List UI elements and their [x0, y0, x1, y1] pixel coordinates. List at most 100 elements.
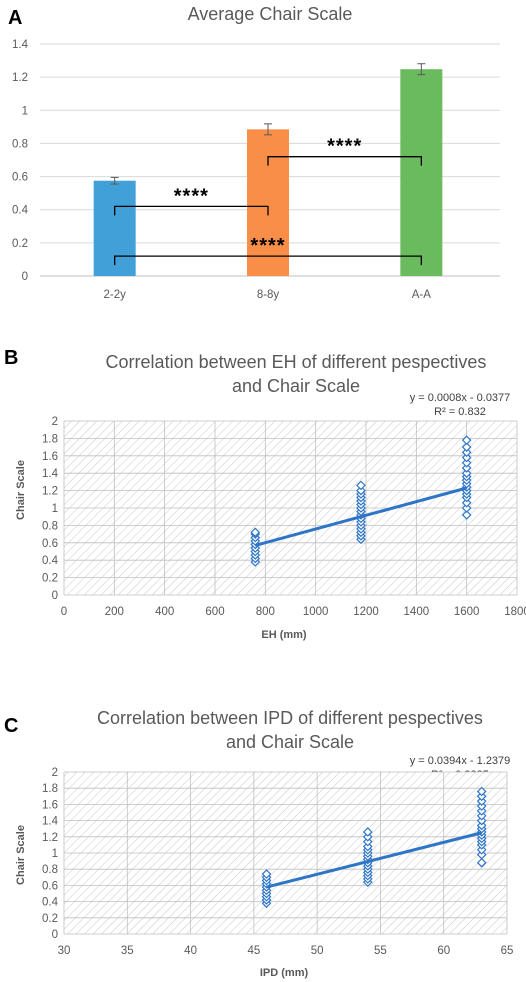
chart-a-title: Average Chair Scale	[188, 4, 353, 24]
x-tick-label: 1200	[353, 606, 379, 618]
x-tick-label: 40	[184, 945, 197, 957]
data-point	[461, 463, 472, 473]
y-tick-label: 1.6	[42, 451, 58, 463]
x-tick-label: 55	[374, 945, 387, 957]
y-tick-label: 0.6	[42, 880, 58, 892]
x-tick-label: 2-2y	[103, 289, 126, 301]
x-tick-label: 800	[256, 606, 275, 618]
chart-c-ylabel: Chair Scale	[15, 825, 27, 885]
y-tick-label: 1	[52, 848, 58, 860]
data-point	[261, 869, 272, 879]
chart-b-r2: R² = 0.832	[434, 406, 486, 418]
data-point	[461, 497, 472, 508]
data-point	[362, 831, 373, 842]
chart-c-xlabel: IPD (mm)	[260, 967, 309, 979]
y-tick-label: 0.4	[42, 897, 59, 909]
y-tick-label: 0.8	[12, 138, 28, 150]
y-tick-label: 1.2	[42, 832, 58, 844]
x-tick-label: 1600	[454, 606, 480, 618]
chart-b-title-line-1: Correlation between EH of different pesp…	[106, 352, 487, 372]
panel-c: C Correlation between IPD of different p…	[4, 708, 513, 979]
y-tick-label: 0.2	[12, 238, 28, 250]
x-tick-label: 0	[61, 606, 67, 618]
data-point	[476, 810, 487, 821]
data-point	[476, 844, 487, 855]
y-tick-label: 0.2	[42, 573, 58, 585]
data-point	[356, 480, 366, 491]
panel-b: B Correlation between EH of different pe…	[4, 347, 526, 641]
panel-letter-a: A	[8, 7, 22, 29]
y-tick-label: 0.6	[12, 172, 28, 184]
x-tick-label: 200	[105, 606, 124, 618]
x-tick-label: 50	[311, 945, 324, 957]
panel-a: A Average Chair Scale 0 0.2 0.4 0.6 0.8 1 1.2 1…	[8, 4, 500, 301]
data-point	[476, 801, 487, 811]
y-tick-label: 0.6	[42, 538, 58, 550]
x-tick-label: 1000	[303, 606, 329, 618]
x-tick-label: 65	[501, 945, 514, 957]
x-tick-label: 600	[205, 606, 224, 618]
data-point	[356, 485, 366, 496]
trendline	[266, 831, 483, 889]
trendline	[254, 486, 468, 547]
significance-label: ****	[174, 185, 209, 207]
y-tick-label: 0.8	[42, 520, 58, 532]
y-tick-label: 0.4	[42, 555, 59, 567]
x-tick-label: 1400	[404, 606, 430, 618]
data-point	[362, 827, 373, 837]
bar	[247, 129, 289, 276]
significance-bracket	[114, 255, 422, 266]
data-point	[362, 836, 373, 847]
data-point	[461, 447, 472, 458]
chart-c-equation: y = 0.0394x - 1.2379	[410, 755, 511, 767]
significance-bracket	[267, 156, 422, 166]
x-tick-label: A-A	[412, 289, 432, 301]
y-tick-label: 1.2	[42, 486, 58, 498]
chart-b-xlabel: EH (mm)	[261, 629, 307, 641]
data-point	[250, 527, 261, 538]
data-point	[476, 791, 487, 802]
y-tick-label: 0	[52, 590, 58, 602]
x-tick-label: 400	[155, 606, 174, 618]
panel-letter-b: B	[4, 347, 18, 369]
data-point	[476, 820, 487, 831]
y-tick-label: 2	[52, 767, 58, 779]
significance-label: ****	[327, 136, 362, 158]
data-point	[461, 435, 472, 445]
data-point	[461, 452, 472, 463]
significance-label: ****	[250, 235, 285, 257]
data-point	[461, 503, 472, 513]
x-tick-label: 60	[437, 945, 450, 957]
x-tick-label: 1800	[504, 606, 526, 618]
x-tick-label: 45	[247, 945, 260, 957]
data-point	[461, 468, 472, 479]
chart-b-ylabel: Chair Scale	[15, 460, 27, 520]
y-tick-label: 1.6	[42, 799, 58, 811]
y-tick-label: 1	[52, 503, 58, 515]
y-tick-label: 1.2	[12, 72, 28, 84]
x-tick-label: 30	[58, 945, 71, 957]
data-point	[461, 442, 472, 452]
chart-c-title-line-2: and Chair Scale	[226, 732, 354, 752]
y-tick-label: 1.4	[12, 39, 29, 51]
y-tick-label: 1	[22, 105, 28, 117]
data-point	[476, 815, 487, 826]
y-tick-label: 0.4	[12, 205, 29, 217]
data-point	[476, 806, 487, 816]
y-tick-label: 1.8	[42, 433, 58, 445]
y-tick-label: 1.4	[42, 468, 59, 480]
y-tick-label: 1.8	[42, 783, 58, 795]
panel-letter-c: C	[4, 715, 18, 737]
data-point	[362, 841, 373, 852]
data-point	[461, 457, 472, 468]
x-tick-label: 8-8y	[257, 289, 280, 301]
bar	[400, 69, 443, 276]
chart-c-title-line-1: Correlation between IPD of different pes…	[97, 708, 483, 728]
y-tick-label: 0	[52, 929, 58, 941]
y-tick-label: 2	[52, 416, 58, 428]
y-tick-label: 0	[22, 271, 28, 283]
y-tick-label: 0.2	[42, 913, 58, 925]
y-tick-label: 1.4	[42, 816, 59, 828]
y-tick-label: 0.8	[42, 864, 58, 876]
